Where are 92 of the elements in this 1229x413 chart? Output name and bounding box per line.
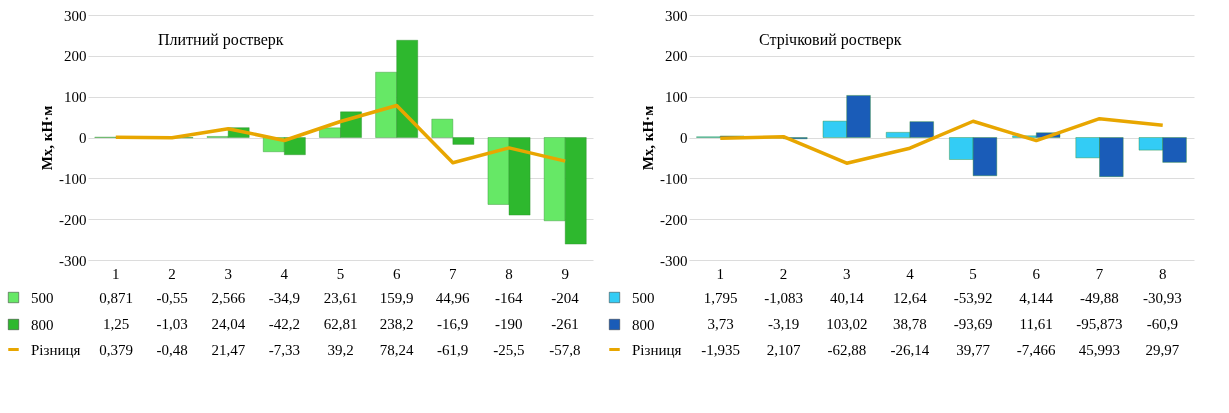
data-label: 3,73 — [707, 316, 734, 332]
data-label: -95,873 — [1076, 316, 1123, 332]
data-label: 103,02 — [826, 316, 868, 332]
x-tick-label: 2 — [779, 265, 788, 282]
data-label: -57,8 — [549, 342, 581, 358]
data-label: -261 — [551, 316, 579, 332]
data-label: 238,2 — [379, 316, 414, 332]
y-tick-label: 300 — [64, 7, 87, 24]
data-label: 1,795 — [703, 290, 738, 306]
x-tick-label: 4 — [906, 265, 915, 282]
y-tick-label: -300 — [660, 252, 688, 269]
y-tick-label: 0 — [680, 130, 688, 146]
y-tick-label: 300 — [665, 7, 688, 24]
text: Стрічковий ростверк — [759, 31, 902, 49]
data-label: -0,55 — [156, 290, 188, 306]
text: Плитний ростверк — [158, 31, 284, 49]
x-tick-label: 7 — [449, 265, 458, 282]
y-tick-label: 200 — [64, 48, 87, 65]
data-label: 38,78 — [893, 316, 927, 332]
data-label: 0,871 — [99, 290, 133, 306]
data-label: -49,88 — [1079, 290, 1119, 306]
data-label: 0,379 — [99, 342, 133, 358]
data-label: 45,993 — [1078, 342, 1120, 358]
data-label: -42,2 — [268, 316, 301, 332]
legend-label: Різниця — [632, 341, 682, 358]
y-tick-label: -100 — [660, 170, 688, 187]
x-tick-label: 6 — [1032, 265, 1041, 282]
data-label: 2,107 — [766, 342, 802, 358]
data-label: -204 — [551, 290, 580, 306]
y-tick-label: 100 — [665, 89, 688, 106]
data-label: 23,61 — [323, 290, 358, 306]
data-label: 12,64 — [893, 290, 928, 306]
data-label: 44,96 — [435, 290, 471, 306]
data-label: -164 — [495, 290, 524, 306]
y-tick-label: -100 — [59, 170, 87, 187]
data-label: -1,083 — [764, 290, 804, 306]
x-tick-label: 3 — [224, 265, 232, 282]
legend-label: 500 — [31, 289, 54, 306]
legend-label: 500 — [632, 289, 655, 306]
data-label: -26,14 — [890, 342, 930, 358]
data-label: -1,935 — [701, 342, 740, 358]
y-tick-label: 0 — [79, 130, 87, 146]
x-tick-label: 8 — [505, 265, 513, 282]
data-label: -0,48 — [156, 342, 188, 358]
data-label: -61,9 — [437, 342, 469, 358]
y-tick-label: -200 — [59, 211, 87, 228]
x-tick-label: 1 — [716, 265, 725, 282]
x-tick-label: 8 — [1158, 265, 1167, 282]
y-tick-label: 100 — [64, 89, 87, 106]
legend-label: 800 — [632, 316, 655, 333]
x-tick-label: 9 — [561, 265, 569, 282]
x-tick-label: 2 — [168, 265, 176, 282]
legend-label: Різниця — [31, 341, 81, 358]
data-label: 40,14 — [829, 290, 865, 306]
data-label: -60,9 — [1146, 316, 1179, 332]
x-tick-label: 5 — [336, 265, 345, 282]
data-label: -7,466 — [1016, 342, 1057, 358]
data-label: -30,93 — [1143, 290, 1182, 306]
data-label: -1,03 — [156, 316, 188, 332]
y-axis-title: Mx, кН·м — [640, 105, 656, 171]
data-label: -62,88 — [827, 342, 867, 358]
data-label: -190 — [495, 316, 523, 332]
data-label: -16,9 — [437, 316, 469, 332]
y-tick-label: -200 — [660, 211, 688, 228]
data-label: 11,61 — [1019, 316, 1053, 332]
data-label: 78,24 — [379, 342, 414, 358]
data-label: 62,81 — [323, 316, 358, 332]
data-label: 39,2 — [327, 342, 354, 358]
data-label: -53,92 — [953, 290, 993, 306]
x-tick-label: 5 — [969, 265, 977, 282]
data-label: 1,25 — [102, 316, 130, 332]
data-label: -93,69 — [953, 316, 993, 332]
y-axis-title: Mx, кН·м — [39, 105, 55, 171]
data-label: 2,566 — [211, 290, 246, 306]
data-label: -34,9 — [268, 290, 301, 306]
data-label: 24,04 — [211, 316, 246, 332]
y-tick-label: 200 — [665, 48, 688, 65]
x-tick-label: 6 — [392, 265, 401, 282]
x-tick-label: 4 — [280, 265, 289, 282]
x-tick-label: 1 — [112, 265, 120, 282]
data-label: 159,9 — [379, 290, 414, 306]
data-label: 29,97 — [1145, 342, 1180, 358]
x-tick-label: 3 — [842, 265, 851, 282]
data-label: -25,5 — [493, 342, 525, 358]
legend-label: 800 — [31, 316, 54, 333]
y-tick-label: -300 — [59, 252, 87, 269]
data-label: 21,47 — [211, 342, 246, 358]
data-label: 4,144 — [1019, 290, 1054, 306]
data-label: 39,77 — [956, 342, 991, 358]
data-label: -7,33 — [268, 342, 301, 358]
x-tick-label: 7 — [1095, 265, 1104, 282]
data-label: -3,19 — [768, 316, 800, 332]
